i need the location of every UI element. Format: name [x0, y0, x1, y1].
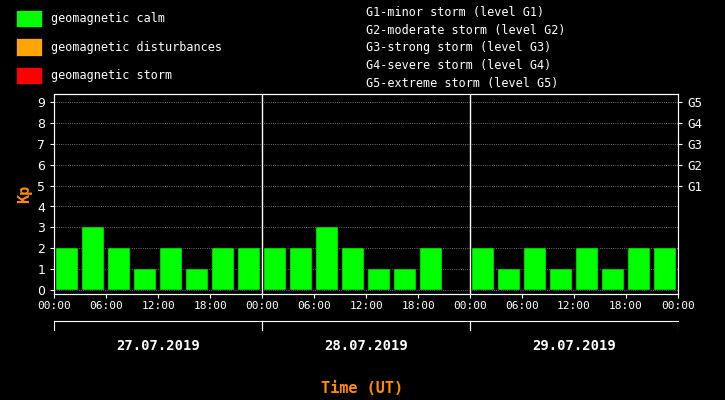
Text: G3-strong storm (level G3): G3-strong storm (level G3) [366, 41, 551, 54]
Bar [342, 248, 364, 290]
Text: Time (UT): Time (UT) [321, 381, 404, 396]
Bar [472, 248, 494, 290]
Bar [16, 67, 42, 84]
Bar [239, 248, 260, 290]
Bar [394, 269, 416, 290]
Bar [108, 248, 130, 290]
Bar [576, 248, 598, 290]
Text: G5-extreme storm (level G5): G5-extreme storm (level G5) [366, 77, 558, 90]
Bar [134, 269, 157, 290]
Text: G4-severe storm (level G4): G4-severe storm (level G4) [366, 59, 551, 72]
Bar [264, 248, 286, 290]
Text: 28.07.2019: 28.07.2019 [324, 339, 408, 353]
Bar [550, 269, 572, 290]
Bar [290, 248, 312, 290]
Text: 27.07.2019: 27.07.2019 [117, 339, 200, 353]
Text: 29.07.2019: 29.07.2019 [532, 339, 616, 353]
Bar [368, 269, 390, 290]
Text: geomagnetic disturbances: geomagnetic disturbances [51, 40, 222, 54]
Text: G2-moderate storm (level G2): G2-moderate storm (level G2) [366, 24, 566, 37]
Bar [498, 269, 520, 290]
Bar [83, 227, 104, 290]
Bar [654, 248, 676, 290]
Bar [16, 10, 42, 27]
Text: G1-minor storm (level G1): G1-minor storm (level G1) [366, 6, 544, 19]
Text: geomagnetic storm: geomagnetic storm [51, 69, 172, 82]
Bar [186, 269, 208, 290]
Bar [160, 248, 182, 290]
Bar [57, 248, 78, 290]
Bar [524, 248, 546, 290]
Y-axis label: Kp: Kp [17, 185, 32, 203]
Bar [316, 227, 338, 290]
Bar [628, 248, 650, 290]
Bar [212, 248, 234, 290]
Bar [602, 269, 624, 290]
Text: geomagnetic calm: geomagnetic calm [51, 12, 165, 25]
Bar [16, 38, 42, 56]
Bar [420, 248, 442, 290]
